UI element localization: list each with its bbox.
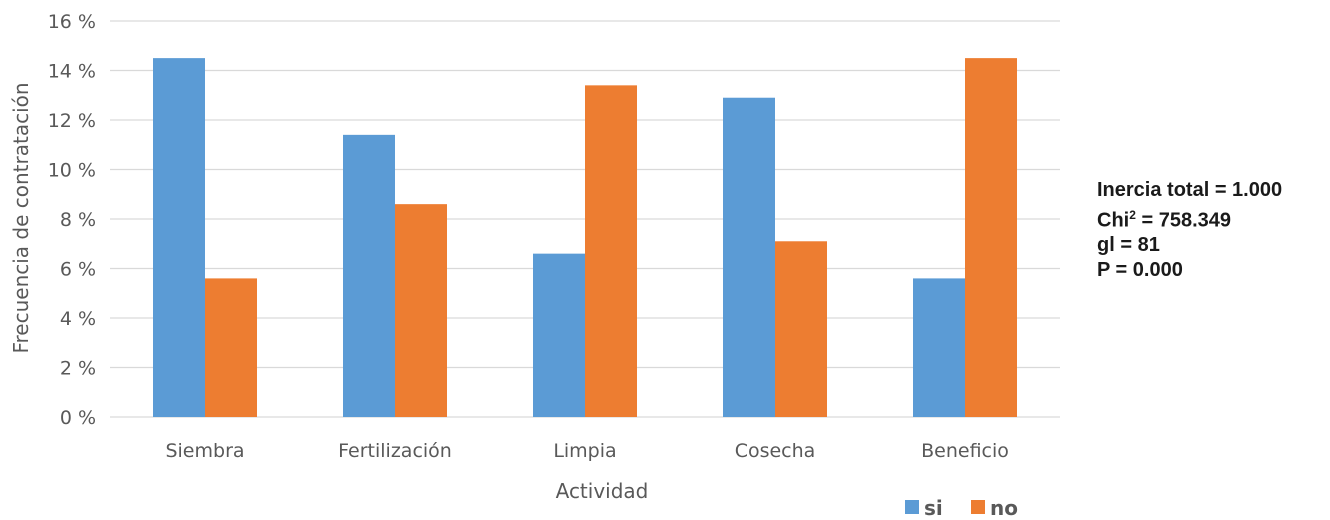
chi-value: = 758.349 (1135, 209, 1231, 232)
x-tick-label: Beneficio (921, 440, 1009, 462)
inercia-total: Inercia total = 1.000 (1097, 179, 1283, 201)
y-tick-label: 2 % (60, 358, 96, 380)
bar-no-0 (205, 278, 257, 417)
bars (153, 58, 1017, 417)
y-axis-title: Frecuencia de contratación (9, 82, 33, 353)
x-axis-title: Actividad (556, 479, 649, 503)
degrees-of-freedom: gl = 81 (1097, 234, 1160, 257)
legend-label-no: no (990, 496, 1018, 520)
x-tick-label: Cosecha (735, 440, 816, 462)
bar-no-1 (395, 204, 447, 417)
x-tick-labels: Siembra Fertilización Limpia Cosecha Benefic… (165, 440, 1008, 462)
chi-superscript: 2 (1129, 207, 1136, 222)
y-tick-label: 0 % (60, 407, 96, 429)
legend: si no (905, 496, 1018, 520)
y-tick-label: 6 % (60, 259, 96, 281)
statistics-box: Inercia total = 1.000 Chi2 = 758.349 gl … (1097, 178, 1322, 282)
y-tick-label: 16 % (48, 11, 96, 33)
bar-si-0 (153, 58, 205, 417)
bar-si-3 (723, 97, 775, 417)
chi-square: Chi2 = 758.349 (1097, 203, 1322, 233)
legend-swatch-no (971, 500, 985, 514)
bar-si-4 (913, 278, 965, 417)
legend-swatch-si (905, 500, 919, 514)
bar-no-2 (585, 85, 637, 417)
y-tick-label: 12 % (48, 110, 96, 132)
y-tick-label: 4 % (60, 308, 96, 330)
bar-no-3 (775, 241, 827, 417)
bar-no-4 (965, 58, 1017, 417)
y-tick-label: 14 % (48, 61, 96, 83)
y-tick-labels: 0 % 2 % 4 % 6 % 8 % 10 % 12 % 14 % 16 % (48, 11, 96, 429)
y-tick-label: 8 % (60, 209, 96, 231)
legend-label-si: si (924, 496, 943, 520)
bar-si-2 (533, 253, 585, 417)
chi-label: Chi (1097, 209, 1130, 232)
x-tick-label: Fertilización (338, 440, 452, 462)
p-value: P = 0.000 (1097, 258, 1183, 281)
x-tick-label: Siembra (165, 440, 244, 462)
y-tick-label: 10 % (48, 160, 96, 182)
bar-si-1 (343, 134, 395, 417)
x-tick-label: Limpia (553, 440, 616, 462)
